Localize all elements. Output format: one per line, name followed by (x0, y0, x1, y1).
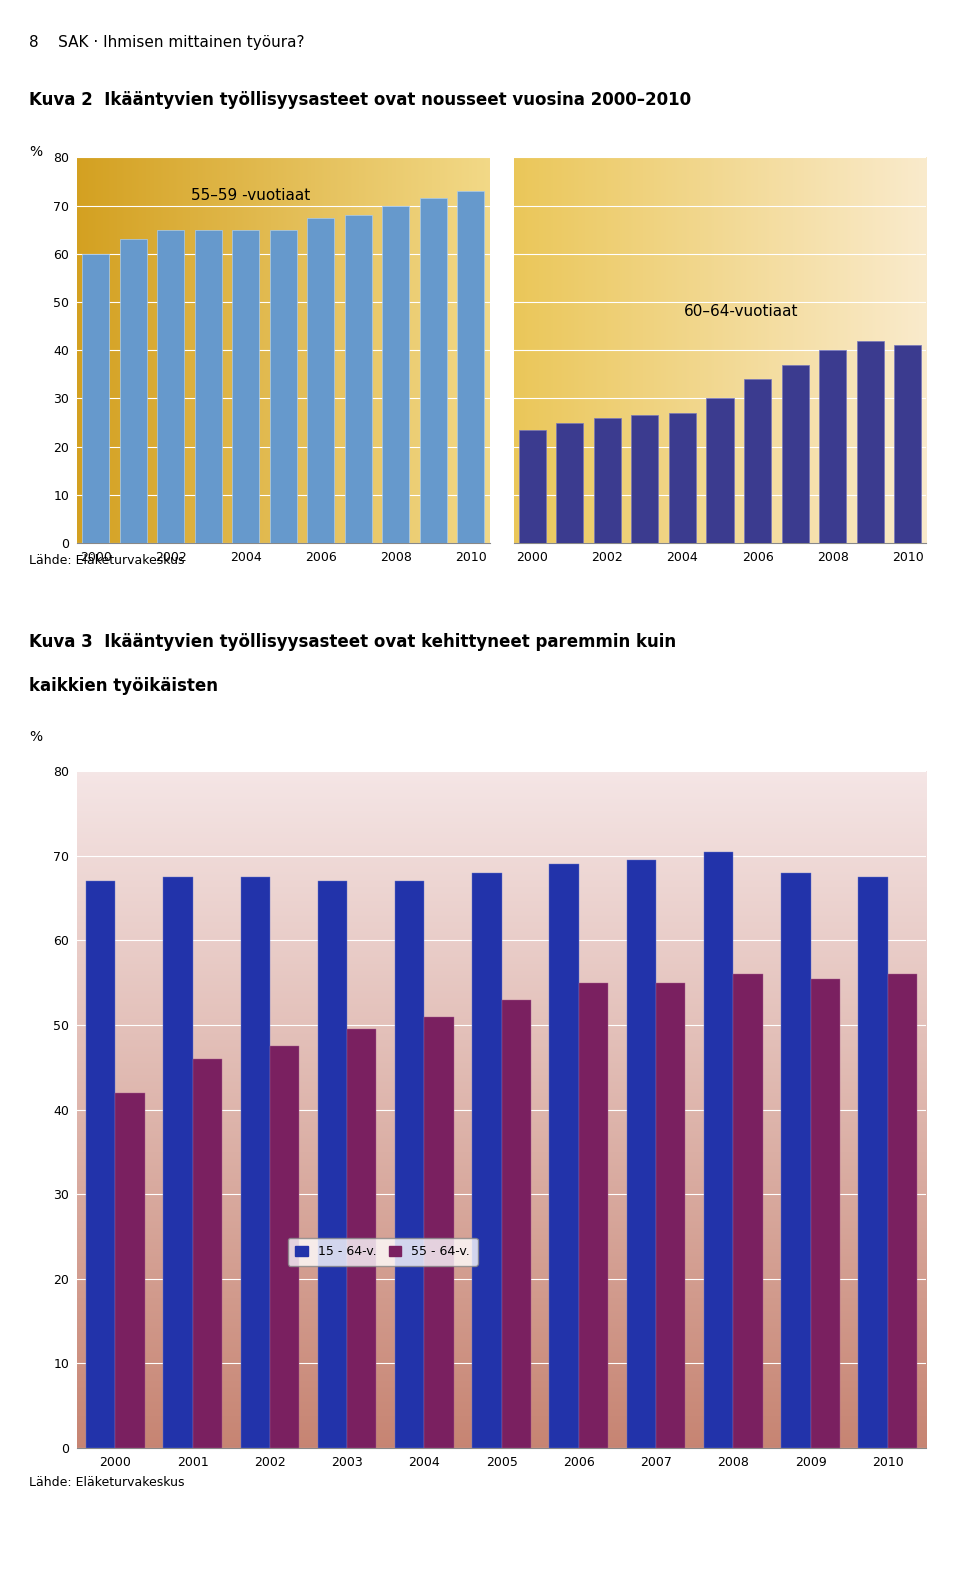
Bar (345, 216, 372, 543)
Bar (656, 982, 685, 1448)
Bar (163, 877, 193, 1448)
Bar (632, 416, 659, 543)
Bar (781, 365, 808, 543)
Bar (424, 1017, 454, 1448)
Bar (195, 230, 222, 543)
Text: 55–59 -vuotiaat: 55–59 -vuotiaat (190, 189, 310, 203)
Bar (157, 230, 184, 543)
Bar (241, 877, 270, 1448)
Text: Lähde: Eläketurvakeskus: Lähde: Eläketurvakeskus (29, 1476, 184, 1489)
Bar (457, 190, 485, 543)
Bar (270, 230, 297, 543)
Bar (395, 881, 424, 1448)
Bar (669, 412, 696, 543)
Bar (86, 881, 115, 1448)
Text: Kuva 2  Ikääntyvien työllisyysasteet ovat nousseet vuosina 2000–2010: Kuva 2 Ikääntyvien työllisyysasteet ovat… (29, 91, 691, 109)
Bar (627, 859, 656, 1448)
Bar (704, 852, 733, 1448)
Bar (420, 198, 446, 543)
Bar (501, 999, 531, 1448)
Bar (120, 239, 147, 543)
Bar (549, 864, 579, 1448)
Bar (518, 430, 546, 543)
Bar (856, 340, 883, 543)
Bar (232, 230, 259, 543)
Bar (819, 349, 846, 543)
Bar (579, 982, 609, 1448)
Bar (781, 872, 810, 1448)
Text: 8    SAK · Ihmisen mittainen työura?: 8 SAK · Ihmisen mittainen työura? (29, 35, 304, 50)
Legend: 15 - 64-v., 55 - 64-v.: 15 - 64-v., 55 - 64-v. (288, 1237, 477, 1265)
Bar (744, 379, 771, 543)
Text: kaikkien työikäisten: kaikkien työikäisten (29, 677, 218, 694)
Bar (348, 1029, 376, 1448)
Bar (115, 1092, 145, 1448)
Bar (557, 422, 584, 543)
Bar (894, 345, 922, 543)
Bar (193, 1059, 222, 1448)
Bar (858, 877, 888, 1448)
Bar (810, 979, 840, 1448)
Bar (733, 974, 762, 1448)
Bar (270, 1047, 300, 1448)
Text: Lähde: Eläketurvakeskus: Lähde: Eläketurvakeskus (29, 554, 184, 567)
Bar (888, 974, 917, 1448)
Bar (318, 881, 348, 1448)
Bar (307, 217, 334, 543)
Text: %: % (29, 145, 42, 159)
Bar (472, 872, 501, 1448)
Bar (594, 417, 621, 543)
Bar (382, 206, 409, 543)
Text: %: % (29, 730, 42, 745)
Bar (82, 253, 109, 543)
Text: Kuva 3  Ikääntyvien työllisyysasteet ovat kehittyneet paremmin kuin: Kuva 3 Ikääntyvien työllisyysasteet ovat… (29, 633, 676, 650)
Bar (707, 398, 733, 543)
Text: 60–64-vuotiaat: 60–64-vuotiaat (684, 304, 798, 320)
